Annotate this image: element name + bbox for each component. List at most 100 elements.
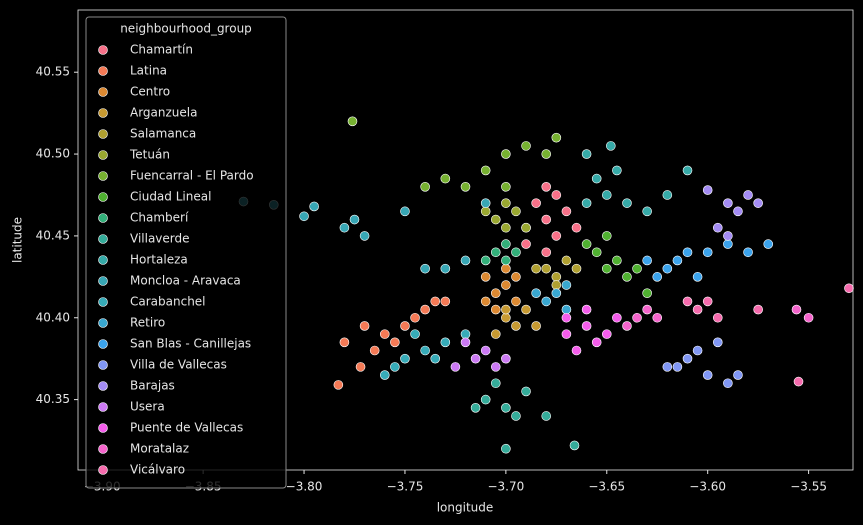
point <box>501 263 511 274</box>
legend-marker <box>98 255 108 265</box>
point <box>490 304 501 315</box>
point <box>662 362 673 372</box>
point <box>490 362 501 372</box>
legend-marker <box>98 234 108 244</box>
point <box>642 255 652 266</box>
point <box>652 272 663 282</box>
point <box>601 263 612 274</box>
legend-marker <box>98 213 108 223</box>
point <box>569 440 580 451</box>
point <box>347 116 358 127</box>
point <box>591 337 602 348</box>
point <box>470 402 481 413</box>
point <box>743 247 753 258</box>
point <box>501 353 511 364</box>
point <box>712 222 723 233</box>
point <box>420 263 430 274</box>
y-tick-label: 40.45 <box>36 228 70 242</box>
point <box>470 353 481 364</box>
point <box>369 345 380 356</box>
legend-label: Hortaleza <box>130 253 188 267</box>
point <box>702 185 713 195</box>
point <box>682 165 693 176</box>
legend-label: Vicálvaro <box>130 463 185 477</box>
legend-label: Villa de Vallecas <box>130 358 227 372</box>
legend-box <box>85 16 287 489</box>
legend-label: San Blas - Canillejas <box>130 337 251 351</box>
legend: neighbourhood_group Chamartín Latina Centro… <box>85 16 287 489</box>
point <box>561 206 572 217</box>
point <box>642 288 652 299</box>
legend-label: Usera <box>130 400 165 414</box>
legend-marker <box>98 87 108 97</box>
point <box>743 190 753 200</box>
legend-marker <box>98 150 108 160</box>
point <box>551 190 562 200</box>
point <box>420 181 430 192</box>
point <box>682 353 693 364</box>
point <box>571 345 582 356</box>
x-tick-label: −3.60 <box>689 480 726 494</box>
legend-marker <box>98 192 108 202</box>
legend-marker <box>98 276 108 286</box>
point <box>333 380 344 390</box>
legend-marker <box>98 360 108 370</box>
point <box>400 321 410 331</box>
point <box>480 198 491 208</box>
point <box>531 198 541 208</box>
point <box>723 231 733 241</box>
legend-marker <box>98 402 108 412</box>
point <box>390 362 400 372</box>
point <box>450 362 461 372</box>
point <box>359 231 370 241</box>
point <box>521 141 531 151</box>
point <box>501 239 511 249</box>
legend-label: Chamartín <box>130 43 193 57</box>
point <box>490 247 501 258</box>
point <box>440 337 451 348</box>
legend-label: Chamberí <box>130 211 189 225</box>
point <box>501 181 511 192</box>
point <box>682 247 693 258</box>
point <box>379 370 390 380</box>
x-tick-label: −3.70 <box>487 480 524 494</box>
point <box>430 296 441 307</box>
legend-label: Fuencarral - El Pardo <box>130 169 254 183</box>
point <box>480 394 491 405</box>
legend-marker <box>98 444 108 454</box>
point <box>501 222 511 233</box>
legend-label: Villaverde <box>130 232 190 246</box>
legend-marker <box>98 108 108 118</box>
point <box>723 378 733 389</box>
point <box>349 214 360 225</box>
point <box>480 272 491 282</box>
point <box>355 362 366 372</box>
point <box>652 312 663 323</box>
point <box>430 353 441 364</box>
legend-marker <box>98 297 108 307</box>
point <box>723 198 733 208</box>
x-tick-label: −3.65 <box>588 480 625 494</box>
point <box>400 206 410 217</box>
y-tick-label: 40.40 <box>36 310 70 324</box>
legend-label: Barajas <box>130 379 175 393</box>
point <box>561 312 572 323</box>
point <box>793 376 804 387</box>
point <box>400 353 410 364</box>
point <box>551 272 562 282</box>
point <box>692 304 703 315</box>
point <box>501 149 511 159</box>
legend-marker <box>98 381 108 391</box>
point <box>672 255 683 266</box>
point <box>541 247 552 258</box>
point <box>521 222 531 233</box>
plot-frame <box>77 9 854 471</box>
point <box>379 329 390 339</box>
point <box>531 288 541 299</box>
point <box>642 304 652 315</box>
point <box>541 411 552 421</box>
point <box>501 304 511 315</box>
point <box>521 304 531 315</box>
point <box>410 329 420 339</box>
